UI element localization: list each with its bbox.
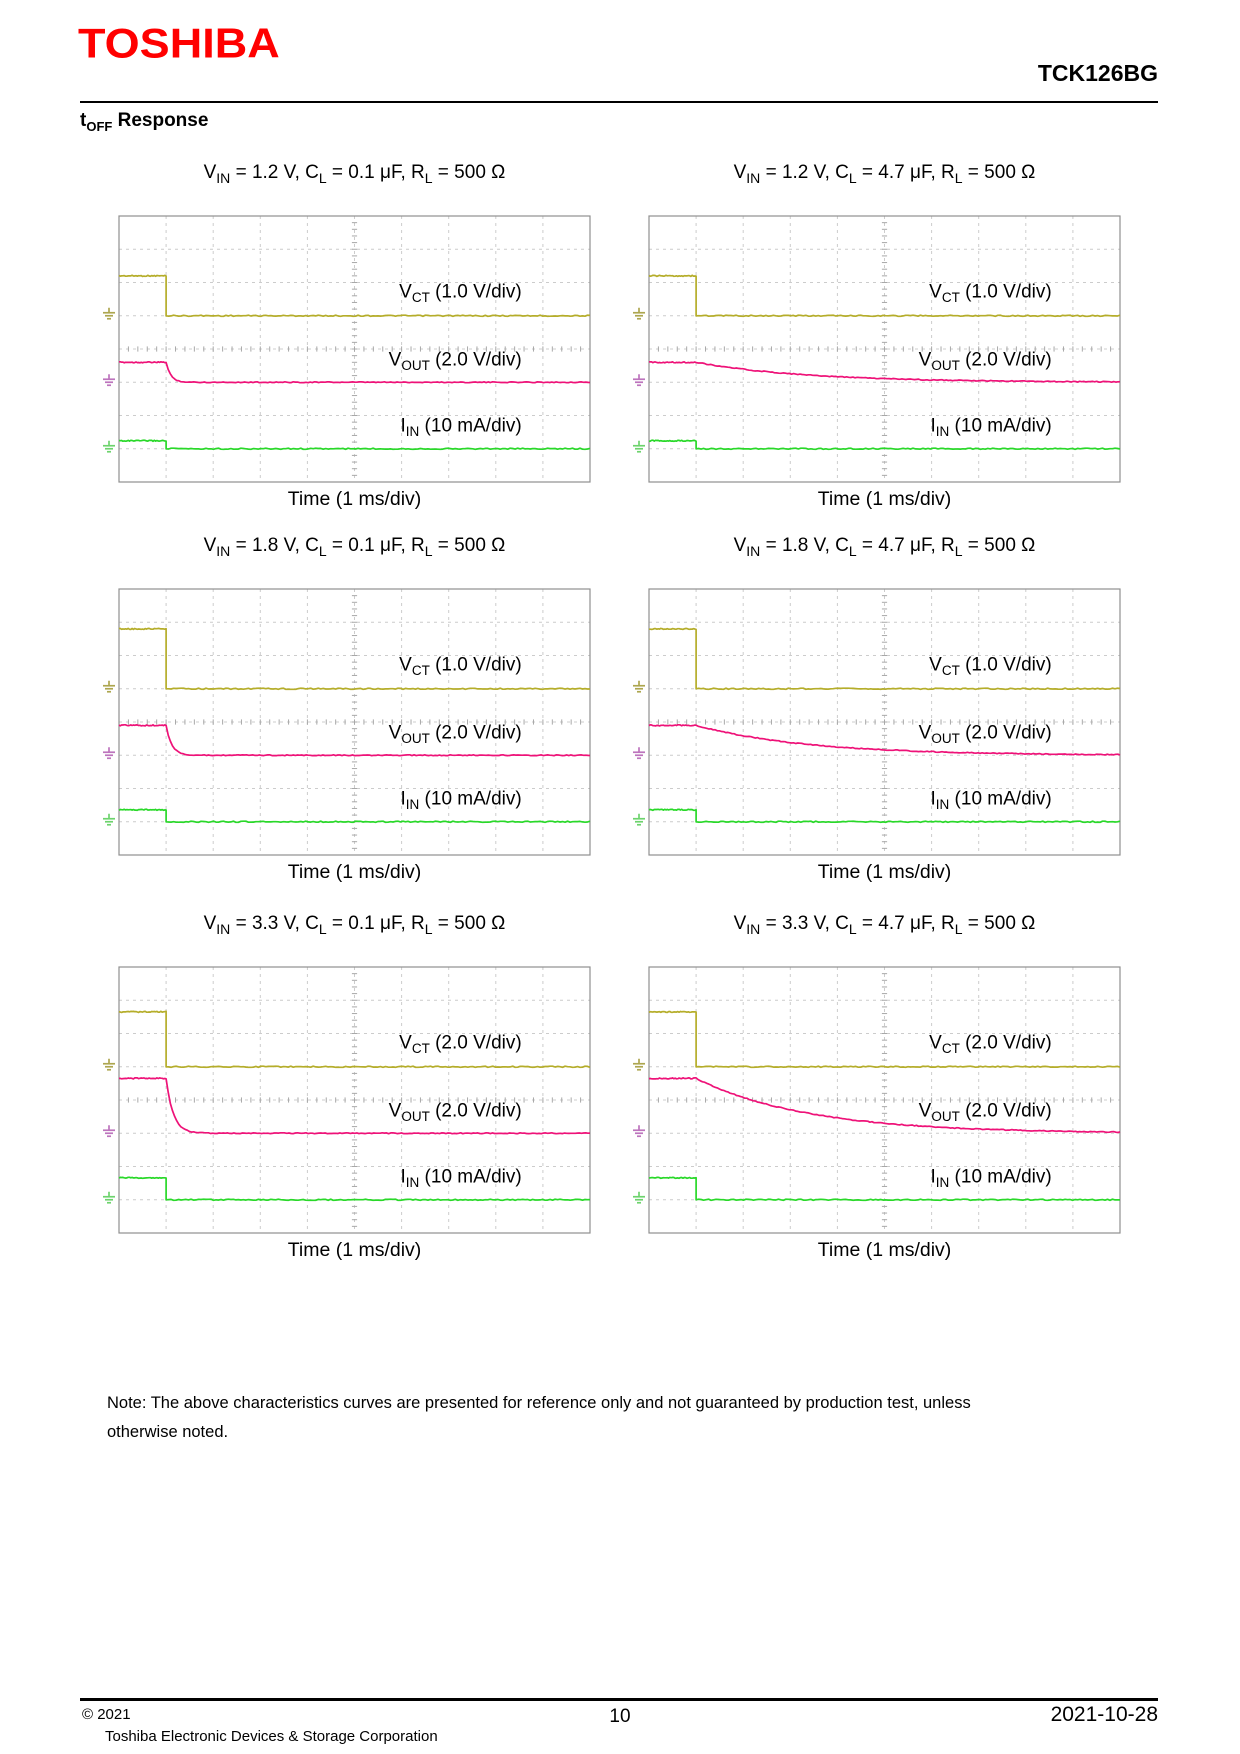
scope-chart-panel: VIN = 1.2 V, CL = 4.7 μF, RL = 500 Ω VCT… (623, 160, 1123, 511)
trace-label-iin: IIN​ (10 mA/div) (401, 415, 522, 439)
trace-label-vct: VCT​ (2.0 V/div) (929, 1032, 1052, 1056)
chart-x-axis-label: Time (1 ms/div) (287, 861, 422, 883)
chart-x-axis-label: Time (1 ms/div) (817, 861, 952, 883)
chart-x-axis-label: Time (1 ms/div) (287, 1239, 422, 1261)
scope-screenshot: VCT​ (1.0 V/div) VOUT​ (2.0 V/div) IIN​ (1… (633, 215, 1121, 483)
scope-screenshot: VCT​ (1.0 V/div) VOUT​ (2.0 V/div) IIN​ (1… (103, 588, 591, 856)
chart-x-axis-label: Time (1 ms/div) (817, 488, 952, 510)
trace-label-vct: VCT​ (2.0 V/div) (399, 1032, 522, 1056)
scope-chart-panel: VIN = 1.8 V, CL = 4.7 μF, RL = 500 Ω VCT… (623, 533, 1123, 884)
trace-label-vout: VOUT​ (2.0 V/div) (919, 349, 1052, 373)
footer-company: Toshiba Electronic Devices & Storage Cor… (105, 1728, 438, 1745)
trace-label-iin: IIN​ (10 mA/div) (931, 415, 1052, 439)
scope-chart-panel: VIN = 1.2 V, CL = 0.1 μF, RL = 500 Ω VCT… (93, 160, 593, 511)
scope-chart-panel: VIN = 3.3 V, CL = 4.7 μF, RL = 500 Ω VCT… (623, 911, 1123, 1262)
chart-x-axis-label: Time (1 ms/div) (287, 488, 422, 510)
footer-rule (80, 1698, 1158, 1701)
oscilloscope-plot: VCT​ (2.0 V/div) VOUT​ (2.0 V/div) IIN​ (1… (623, 965, 1123, 1235)
trace-label-vout: VOUT​ (2.0 V/div) (389, 349, 522, 373)
oscilloscope-plot: VCT​ (2.0 V/div) VOUT​ (2.0 V/div) IIN​ (1… (93, 965, 593, 1235)
trace-label-vct: VCT​ (1.0 V/div) (929, 654, 1052, 678)
trace-label-vct: VCT​ (1.0 V/div) (399, 281, 522, 305)
trace-label-iin: IIN​ (10 mA/div) (401, 1166, 522, 1190)
scope-screenshot: VCT​ (1.0 V/div) VOUT​ (2.0 V/div) IIN​ (1… (103, 215, 591, 483)
trace-label-iin: IIN​ (10 mA/div) (931, 1166, 1052, 1190)
chart-title: VIN = 1.8 V, CL = 4.7 μF, RL = 500 Ω (733, 535, 1036, 559)
oscilloscope-plot: VCT​ (1.0 V/div) VOUT​ (2.0 V/div) IIN​ (1… (623, 214, 1123, 484)
footer-date: 2021-10-28 (1050, 1703, 1158, 1726)
trace-label-iin: IIN​ (10 mA/div) (931, 788, 1052, 812)
scope-screenshot: VCT​ (2.0 V/div) VOUT​ (2.0 V/div) IIN​ (1… (103, 966, 591, 1234)
oscilloscope-plot: VCT​ (1.0 V/div) VOUT​ (2.0 V/div) IIN​ (1… (623, 587, 1123, 857)
oscilloscope-plot: VCT​ (1.0 V/div) VOUT​ (2.0 V/div) IIN​ (1… (93, 214, 593, 484)
trace-label-vout: VOUT​ (2.0 V/div) (389, 722, 522, 746)
trace-label-vout: VOUT​ (2.0 V/div) (919, 722, 1052, 746)
scope-screenshot: VCT​ (2.0 V/div) VOUT​ (2.0 V/div) IIN​ (1… (633, 966, 1121, 1234)
trace-label-vout: VOUT​ (2.0 V/div) (389, 1100, 522, 1124)
oscilloscope-plot: VCT​ (1.0 V/div) VOUT​ (2.0 V/div) IIN​ (1… (93, 587, 593, 857)
toshiba-logo: TOSHIBA (78, 20, 280, 67)
chart-x-axis-label: Time (1 ms/div) (817, 1239, 952, 1261)
trace-label-vct: VCT​ (1.0 V/div) (399, 654, 522, 678)
scope-chart-panel: VIN = 3.3 V, CL = 0.1 μF, RL = 500 Ω VCT… (93, 911, 593, 1262)
chart-title: VIN = 3.3 V, CL = 4.7 μF, RL = 500 Ω (733, 913, 1036, 937)
note-text: Note: The above characteristics curves a… (107, 1393, 971, 1441)
section-title: tOFF Response (80, 110, 209, 134)
footer-copyright: © 2021 (82, 1706, 131, 1723)
part-number: TCK126BG (1037, 60, 1158, 86)
chart-title: VIN = 1.2 V, CL = 0.1 μF, RL = 500 Ω (203, 162, 506, 186)
footer-page-number: 10 (609, 1706, 631, 1727)
trace-label-iin: IIN​ (10 mA/div) (401, 788, 522, 812)
chart-title: VIN = 1.2 V, CL = 4.7 μF, RL = 500 Ω (733, 162, 1036, 186)
chart-title: VIN = 1.8 V, CL = 0.1 μF, RL = 500 Ω (203, 535, 506, 559)
header-rule (80, 101, 1158, 103)
trace-label-vct: VCT​ (1.0 V/div) (929, 281, 1052, 305)
chart-title: VIN = 3.3 V, CL = 0.1 μF, RL = 500 Ω (203, 913, 506, 937)
trace-label-vout: VOUT​ (2.0 V/div) (919, 1100, 1052, 1124)
scope-chart-panel: VIN = 1.8 V, CL = 0.1 μF, RL = 500 Ω VCT… (93, 533, 593, 884)
scope-screenshot: VCT​ (1.0 V/div) VOUT​ (2.0 V/div) IIN​ (1… (633, 588, 1121, 856)
